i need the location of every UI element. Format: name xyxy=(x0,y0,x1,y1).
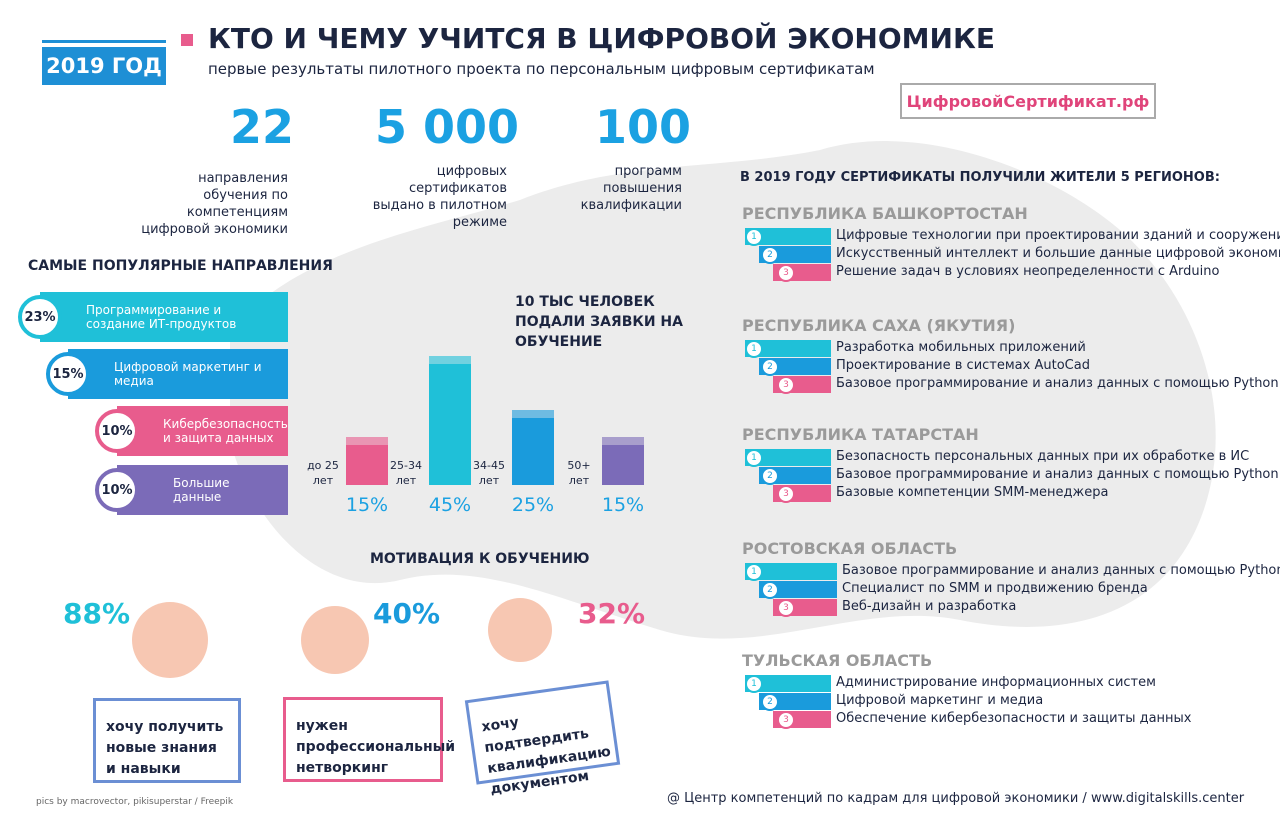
motivation-percent: 32% xyxy=(578,597,646,630)
course-name: Проектирование в системах AutoCad xyxy=(836,358,1090,373)
course-name: Искусственный интеллект и большие данные… xyxy=(836,246,1280,261)
direction-label: Программирование и создание ИТ-продуктов xyxy=(86,303,237,331)
course-rank: 3 xyxy=(777,485,795,503)
age-bar-top xyxy=(602,436,644,445)
age-value: 25% xyxy=(511,494,555,516)
course-name: Базовое программирование и анализ данных… xyxy=(836,467,1279,482)
course-bar xyxy=(745,675,831,692)
course-name: Обеспечение кибербезопасности и защиты д… xyxy=(836,711,1192,726)
course-bar xyxy=(759,581,837,598)
subtitle: первые результаты пилотного проекта по п… xyxy=(208,60,875,78)
year-badge: 2019 ГОД xyxy=(42,47,166,85)
course-rank: 1 xyxy=(745,563,763,581)
direction-label: Кибербезопасность и защита данных xyxy=(163,417,288,445)
direction-label: Большие данные xyxy=(173,476,230,504)
course-rank: 3 xyxy=(777,376,795,394)
course-rank: 3 xyxy=(777,264,795,282)
section-title: МОТИВАЦИЯ К ОБУЧЕНИЮ xyxy=(370,551,590,567)
percent-circle: 15% xyxy=(46,352,90,396)
age-bar xyxy=(429,363,471,485)
age-bar-top xyxy=(346,436,388,445)
course-rank: 2 xyxy=(761,246,779,264)
stat-label: направления обучения по компетенциям циф… xyxy=(141,171,288,237)
age-bar-top xyxy=(512,409,554,418)
region-name: РОСТОВСКАЯ ОБЛАСТЬ xyxy=(742,539,958,558)
site-link[interactable]: ЦифровойСертификат.рф xyxy=(900,83,1156,119)
region-name: РЕСПУБЛИКА БАШКОРТОСТАН xyxy=(742,204,1028,223)
age-bar xyxy=(512,417,554,485)
course-name: Веб-дизайн и разработка xyxy=(842,599,1017,614)
age-bar xyxy=(346,444,388,485)
age-label: 34-45 лет xyxy=(473,459,505,487)
stat-label: программ повышения квалификации xyxy=(580,164,682,213)
course-rank: 2 xyxy=(761,581,779,599)
year-line xyxy=(42,40,166,43)
direction-label: Цифровой маркетинг и медиа xyxy=(114,360,262,388)
course-bar xyxy=(745,449,831,466)
stat-value: 22 xyxy=(229,100,294,154)
age-bar-top xyxy=(429,355,471,364)
course-bar xyxy=(745,340,831,357)
age-bar xyxy=(602,444,644,485)
motivation-percent: 40% xyxy=(373,597,441,630)
course-name: Специалист по SMM и продвижению бренда xyxy=(842,581,1148,596)
course-rank: 3 xyxy=(777,599,795,617)
course-bar xyxy=(745,228,831,245)
course-name: Решение задач в условиях неопределенност… xyxy=(836,264,1220,279)
direction-bar: Цифровой маркетинг и медиа xyxy=(68,349,288,399)
course-name: Безопасность персональных данных при их … xyxy=(836,449,1250,464)
title: КТО И ЧЕМУ УЧИТСЯ В ЦИФРОВОЙ ЭКОНОМИКЕ xyxy=(208,22,995,55)
course-name: Базовые компетенции SMM-менеджера xyxy=(836,485,1109,500)
direction-bar: Программирование и создание ИТ-продуктов xyxy=(40,292,288,342)
course-rank: 1 xyxy=(745,449,763,467)
stat-label: цифровых сертификатов выдано в пилотном … xyxy=(372,164,507,230)
course-name: Разработка мобильных приложений xyxy=(836,340,1086,355)
percent-circle: 23% xyxy=(18,295,62,339)
course-rank: 1 xyxy=(745,675,763,693)
section-title: САМЫЕ ПОПУЛЯРНЫЕ НАПРАВЛЕНИЯ xyxy=(28,258,333,274)
course-rank: 2 xyxy=(761,358,779,376)
stat-value: 100 xyxy=(594,100,692,154)
course-name: Цифровой маркетинг и медиа xyxy=(836,693,1044,708)
course-rank: 1 xyxy=(745,228,763,246)
region-name: РЕСПУБЛИКА САХА (ЯКУТИЯ) xyxy=(742,316,1016,335)
motivation-percent: 88% xyxy=(63,597,131,630)
course-rank: 1 xyxy=(745,340,763,358)
region-name: ТУЛЬСКАЯ ОБЛАСТЬ xyxy=(742,651,933,670)
course-rank: 2 xyxy=(761,467,779,485)
motivation-sign: хочу получить новые знания и навыки xyxy=(93,698,241,783)
organization: @ Центр компетенций по кадрам для цифров… xyxy=(667,791,1245,806)
course-rank: 2 xyxy=(761,693,779,711)
course-name: Базовое программирование и анализ данных… xyxy=(842,563,1280,578)
percent-circle: 10% xyxy=(95,468,139,512)
section-title: 10 ТЫС ЧЕЛОВЕК ПОДАЛИ ЗАЯВКИ НА ОБУЧЕНИЕ xyxy=(515,294,683,350)
direction-bar: Кибербезопасность и защита данных xyxy=(117,406,288,456)
course-name: Базовое программирование и анализ данных… xyxy=(836,376,1279,391)
direction-bar: Большие данные xyxy=(117,465,288,515)
motivation-sign: нужен профессиональный нетворкинг xyxy=(283,697,455,782)
region-name: РЕСПУБЛИКА ТАТАРСТАН xyxy=(742,425,979,444)
age-value: 45% xyxy=(428,494,472,516)
course-bar xyxy=(745,563,837,580)
course-rank: 3 xyxy=(777,711,795,729)
credits: pics by macrovector, pikisuperstar / Fre… xyxy=(36,797,234,807)
course-name: Администрирование информационных систем xyxy=(836,675,1156,690)
course-name: Цифровые технологии при проектировании з… xyxy=(836,228,1280,243)
percent-circle: 10% xyxy=(95,409,139,453)
age-value: 15% xyxy=(345,494,389,516)
age-label: 25-34 лет xyxy=(390,459,422,487)
age-value: 15% xyxy=(601,494,645,516)
section-title: В 2019 ГОДУ СЕРТИФИКАТЫ ПОЛУЧИЛИ ЖИТЕЛИ … xyxy=(740,170,1220,185)
age-label: 50+ лет xyxy=(567,459,591,487)
stat-value: 5 000 xyxy=(374,100,520,154)
age-label: до 25 лет xyxy=(307,459,339,487)
